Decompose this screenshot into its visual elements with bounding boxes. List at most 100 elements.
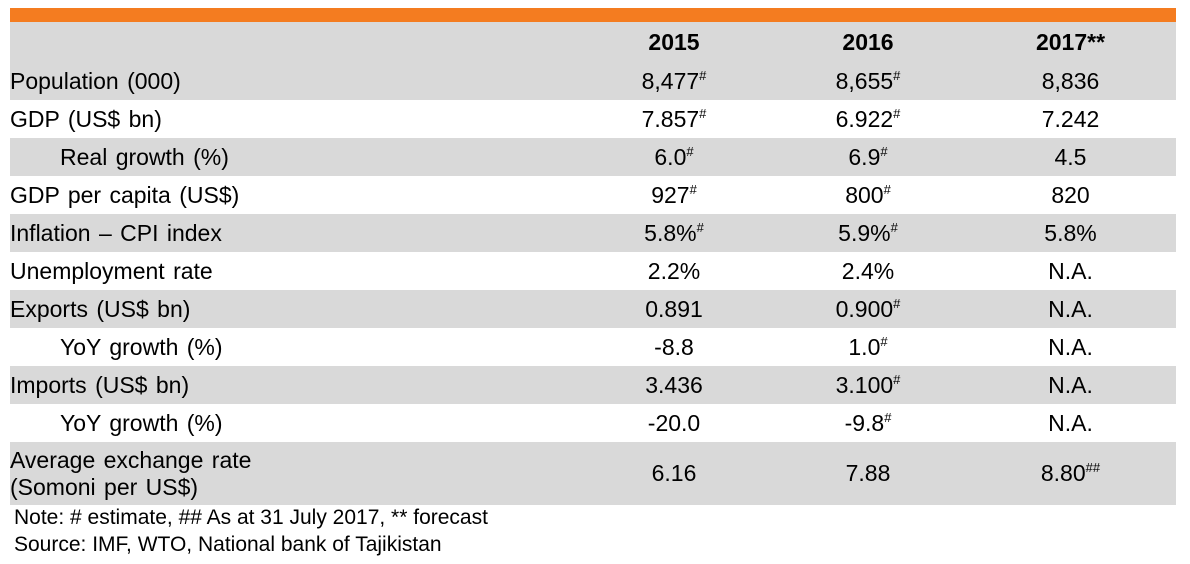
value-text: -20.0	[647, 409, 701, 436]
value-text: 8.80	[1040, 460, 1086, 486]
value-cell: 7.857#	[577, 100, 771, 138]
value-text: -8.8	[654, 333, 694, 360]
value-cell: -20.0	[577, 404, 771, 442]
value-cell: 6.0#	[577, 138, 771, 176]
value-text: 7.242	[1041, 105, 1100, 132]
value-text: 0.900	[835, 295, 894, 322]
value-cell: -8.8	[577, 328, 771, 366]
value-text: 800	[845, 181, 884, 208]
value-cell: 3.436	[577, 366, 771, 404]
value-text: N.A.	[1048, 371, 1093, 398]
value-text: N.A.	[1048, 333, 1093, 360]
row-label: Population (000)	[10, 62, 577, 100]
value-text: 5.9%	[838, 219, 891, 246]
value-cell: N.A.	[965, 290, 1176, 328]
value-text: 927	[651, 181, 690, 208]
value-cell: 2.2%	[577, 252, 771, 290]
footnote-mark: #	[883, 181, 891, 197]
value-text: N.A.	[1048, 257, 1093, 284]
row-label: Average exchange rate (Somoni per US$)	[10, 442, 577, 505]
row-label: GDP (US$ bn)	[10, 105, 162, 132]
footnote-mark: #	[893, 371, 901, 387]
header-year-2016: 2016	[771, 22, 965, 62]
row-label: Inflation – CPI index	[10, 214, 577, 252]
value-text: 3.436	[645, 371, 703, 398]
table-row: Average exchange rate (Somoni per US$) 6.…	[10, 442, 1176, 505]
table-header-row: 2015 2016 2017**	[10, 22, 1176, 62]
value-cell: 4.5	[965, 138, 1176, 176]
footnote-mark: #	[699, 105, 707, 121]
table-row: Unemployment rate 2.2% 2.4% N.A.	[10, 252, 1176, 290]
value-text: 1.0	[848, 333, 881, 360]
row-label: Imports (US$ bn)	[10, 366, 577, 404]
value-cell: 6.922#	[771, 100, 965, 138]
value-text: 5.8%	[1044, 219, 1097, 246]
value-cell: 820	[965, 176, 1176, 214]
value-text: 2.4%	[841, 257, 895, 284]
value-cell: 5.9%#	[771, 214, 965, 252]
table-notes: Note: # estimate, ## As at 31 July 2017,…	[14, 504, 488, 558]
value-cell: N.A.	[965, 252, 1176, 290]
footnote-mark: #	[893, 295, 901, 311]
table-row: GDP per capita (US$) 927# 800# 820	[10, 176, 1176, 214]
value-cell: 0.891	[577, 290, 771, 328]
value-text: 6.16	[651, 460, 697, 486]
value-text: N.A.	[1048, 409, 1093, 436]
value-cell: N.A.	[965, 328, 1176, 366]
row-label: Unemployment rate	[10, 257, 213, 284]
indicators-table: 2015 2016 2017** Population (000) 8,477#…	[10, 22, 1176, 505]
row-label: GDP per capita (US$)	[10, 181, 240, 208]
footnote-mark: #	[884, 409, 892, 425]
header-label-cell	[10, 22, 577, 62]
table-row: Real growth (%) 6.0# 6.9# 4.5	[10, 138, 1176, 176]
value-cell: 2.4%	[771, 252, 965, 290]
footnote-mark: #	[893, 105, 901, 121]
value-cell: -9.8#	[771, 404, 965, 442]
value-cell: 8,836	[965, 62, 1176, 100]
value-cell: 0.900#	[771, 290, 965, 328]
value-text: 6.0	[654, 143, 687, 170]
value-cell: 8,655#	[771, 62, 965, 100]
value-text: 6.922	[835, 105, 894, 132]
value-text: 8,477	[641, 67, 700, 94]
value-text: 820	[1051, 181, 1090, 208]
value-text: 0.891	[645, 295, 703, 322]
value-text: 8,655	[835, 67, 894, 94]
value-text: 7.857	[641, 105, 700, 132]
value-text: N.A.	[1048, 295, 1093, 322]
footnote-mark: #	[696, 219, 704, 235]
row-label: YoY growth (%)	[60, 333, 223, 360]
table-row: Imports (US$ bn) 3.436 3.100# N.A.	[10, 366, 1176, 404]
value-cell: N.A.	[965, 366, 1176, 404]
table-row: GDP (US$ bn) 7.857# 6.922# 7.242	[10, 100, 1176, 138]
footnote-mark: #	[893, 67, 901, 83]
value-cell: 3.100#	[771, 366, 965, 404]
row-label: YoY growth (%)	[60, 409, 223, 436]
footnote-mark: #	[686, 143, 694, 159]
value-cell: 7.88	[771, 442, 965, 505]
value-text: 7.88	[845, 460, 891, 486]
table-row: Population (000) 8,477# 8,655# 8,836	[10, 62, 1176, 100]
footnote-mark: #	[890, 219, 898, 235]
value-cell: 6.16	[577, 442, 771, 505]
value-cell: 927#	[577, 176, 771, 214]
value-cell: 5.8%#	[577, 214, 771, 252]
footnote-mark: #	[880, 143, 888, 159]
row-label: Real growth (%)	[10, 138, 577, 176]
row-label-line-2: (Somoni per US$)	[10, 473, 199, 500]
table-row: Exports (US$ bn) 0.891 0.900# N.A.	[10, 290, 1176, 328]
table-row: Inflation – CPI index 5.8%# 5.9%# 5.8%	[10, 214, 1176, 252]
source-text: Source: IMF, WTO, National bank of Tajik…	[14, 533, 442, 556]
note-text: Note: # estimate, ## As at 31 July 2017,…	[14, 506, 488, 529]
value-cell: 8,477#	[577, 62, 771, 100]
value-cell: 800#	[771, 176, 965, 214]
value-text: 8,836	[1041, 67, 1100, 94]
footnote-mark: #	[699, 67, 707, 83]
header-year-2015: 2015	[577, 22, 771, 62]
value-cell: 8.80##	[965, 442, 1176, 505]
table-row: YoY growth (%) -20.0 -9.8# N.A.	[10, 404, 1176, 442]
value-cell: 6.9#	[771, 138, 965, 176]
value-text: -9.8	[844, 409, 885, 436]
value-text: 6.9	[848, 143, 881, 170]
row-label-line-1: Average exchange rate	[10, 446, 252, 473]
